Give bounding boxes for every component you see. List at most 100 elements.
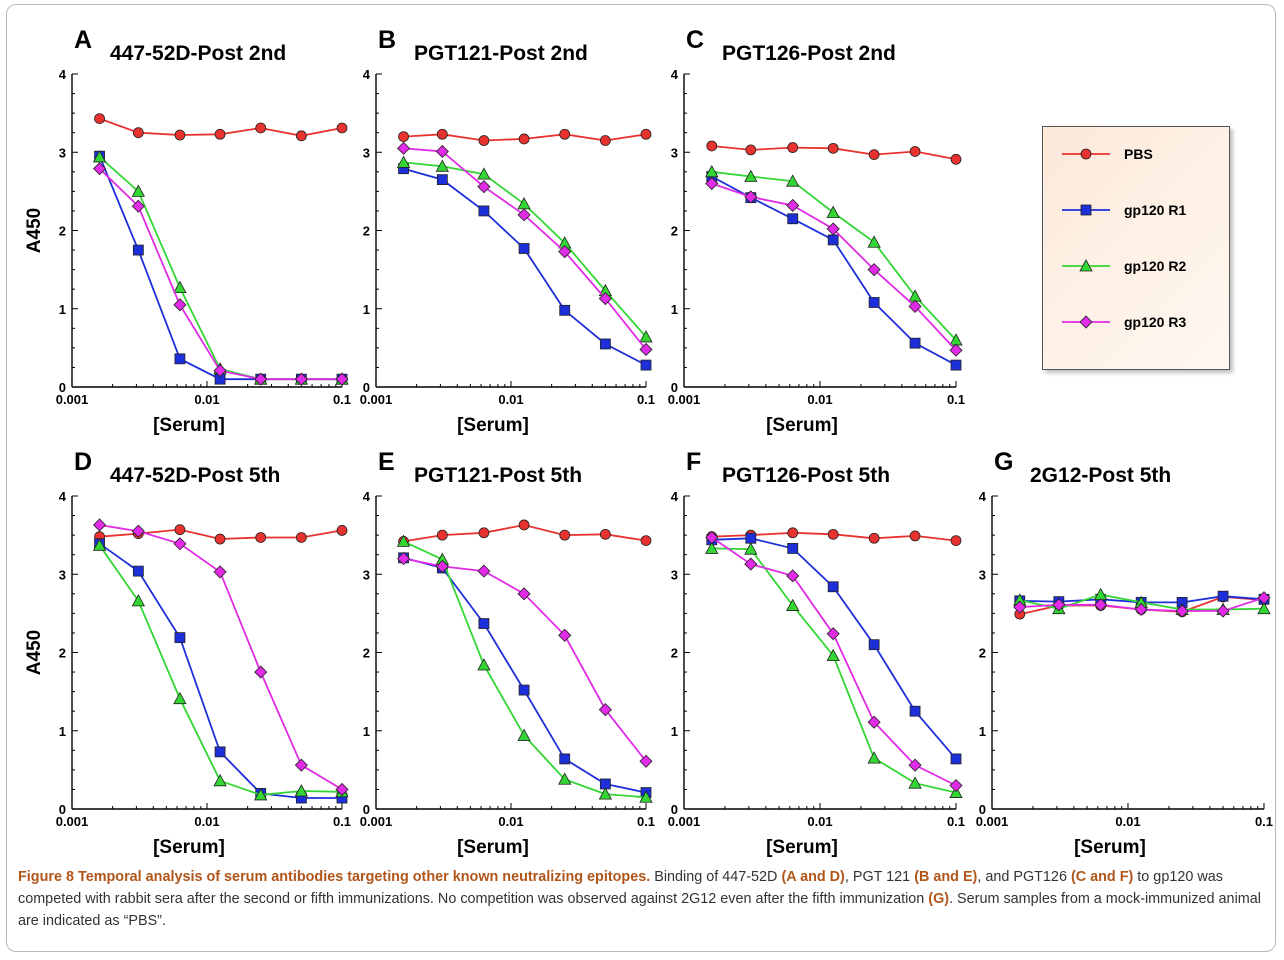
data-point	[517, 587, 531, 601]
data-point	[295, 130, 307, 142]
data-point	[826, 627, 840, 641]
figure-caption: Figure 8 Temporal analysis of serum anti…	[18, 866, 1274, 932]
data-point	[478, 527, 490, 539]
y-tick-label: 1	[59, 302, 66, 317]
panel-title: PGT121-Post 5th	[414, 464, 582, 487]
y-axis-label: A450	[24, 630, 45, 675]
data-point	[558, 772, 572, 785]
data-point	[868, 297, 880, 308]
data-point	[518, 133, 530, 145]
y-tick-label: 2	[979, 646, 986, 661]
y-tick-label: 4	[363, 67, 371, 82]
x-tick-label: 0.01	[194, 392, 219, 407]
data-point	[909, 530, 921, 542]
panel-title: 2G12-Post 5th	[1030, 464, 1171, 487]
data-point	[705, 541, 719, 554]
panel-F	[683, 495, 963, 810]
series-pbs	[94, 113, 348, 142]
data-point	[639, 342, 653, 357]
series-gp120-r3	[396, 141, 653, 357]
data-point	[254, 372, 268, 386]
data-point	[436, 174, 448, 186]
data-point	[92, 150, 107, 163]
x-axis-label: [Serum]	[153, 837, 225, 858]
data-point	[478, 205, 490, 217]
data-point	[559, 529, 571, 541]
legend-item-gp120-r1	[1062, 204, 1110, 216]
data-point	[558, 245, 572, 259]
panel-letter: A	[74, 26, 92, 54]
panel-letter: E	[378, 448, 395, 476]
x-axis-label: [Serum]	[153, 415, 225, 436]
data-point	[908, 776, 922, 789]
data-point	[827, 234, 839, 246]
data-point	[598, 787, 613, 800]
data-point	[477, 564, 491, 578]
data-point	[867, 235, 881, 248]
data-point	[559, 753, 571, 765]
x-tick-label: 0.01	[1115, 814, 1140, 829]
x-tick-label: 0.001	[56, 814, 89, 829]
data-point	[599, 338, 611, 350]
data-point	[396, 534, 411, 547]
data-point	[786, 569, 800, 583]
x-axis-label: [Serum]	[457, 415, 529, 436]
series-line	[98, 544, 343, 796]
series-gp120-r2	[92, 150, 349, 385]
y-tick-label: 3	[671, 567, 678, 582]
data-point	[255, 122, 267, 134]
series-gp120-r2	[705, 164, 963, 346]
data-point	[950, 535, 962, 547]
data-point	[705, 176, 719, 191]
data-point	[950, 753, 962, 765]
data-point	[1013, 600, 1027, 614]
y-tick-label: 1	[363, 302, 370, 317]
x-tick-label: 0.01	[807, 814, 832, 829]
data-point	[705, 530, 719, 545]
panel-letter: B	[378, 26, 396, 54]
y-tick-label: 3	[59, 567, 66, 582]
data-point	[787, 543, 799, 554]
series-line	[403, 167, 647, 366]
x-tick-label: 0.01	[498, 814, 523, 829]
x-tick-label: 0.01	[498, 392, 523, 407]
data-point	[131, 199, 145, 213]
data-point	[949, 778, 963, 793]
data-point	[826, 222, 840, 236]
series-line	[711, 537, 957, 760]
legend-item-gp120-r2	[1062, 259, 1110, 272]
data-point	[254, 788, 268, 801]
panel-letter: F	[686, 448, 701, 476]
data-point	[255, 532, 267, 543]
data-point	[398, 131, 409, 143]
x-tick-label: 0.1	[333, 392, 351, 407]
series-gp120-r3	[705, 176, 963, 357]
data-point	[477, 180, 491, 194]
caption-text-3: , and PGT126	[977, 869, 1071, 885]
data-point	[559, 128, 571, 140]
y-tick-label: 3	[363, 145, 370, 160]
data-point	[868, 532, 880, 544]
data-point	[336, 525, 348, 536]
series-gp120-r2	[92, 538, 349, 801]
data-point	[744, 169, 758, 182]
series-line	[711, 536, 957, 787]
data-point	[639, 330, 653, 343]
x-tick-label: 0.001	[360, 392, 393, 407]
data-point	[214, 128, 226, 140]
caption-text-5: . Serum samples from a mock-immunized an…	[18, 891, 1261, 929]
series-line	[98, 168, 342, 381]
data-point	[1216, 604, 1230, 618]
series-gp120-r2	[396, 534, 653, 803]
x-tick-label: 0.1	[333, 814, 351, 829]
data-point	[435, 159, 450, 172]
x-tick-label: 0.1	[947, 814, 965, 829]
x-tick-label: 0.001	[360, 814, 393, 829]
y-tick-label: 1	[363, 724, 370, 739]
series-line	[403, 540, 647, 799]
data-point	[131, 524, 145, 538]
x-tick-label: 0.001	[56, 392, 89, 407]
data-point	[1134, 602, 1148, 617]
caption-text-1: Binding of 447-52D	[650, 869, 782, 885]
panel-B	[375, 73, 653, 388]
